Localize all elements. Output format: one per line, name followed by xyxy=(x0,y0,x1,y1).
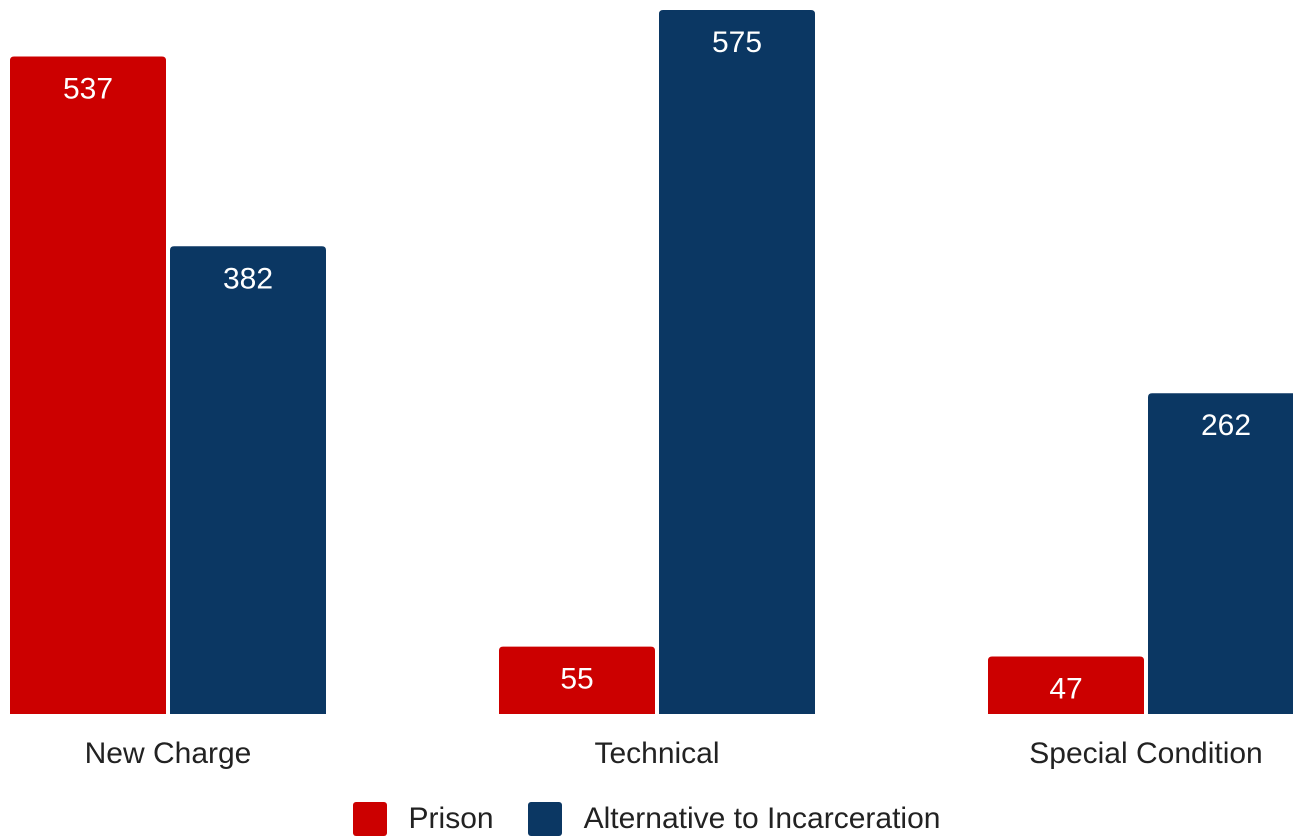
category-label-technical: Technical xyxy=(594,737,719,770)
bar-technical-prison[interactable] xyxy=(499,646,655,714)
legend-swatch-alternative xyxy=(527,802,562,836)
legend-swatch-prison xyxy=(352,802,387,836)
bar-new-charge-alternative-to-incarceration[interactable] xyxy=(170,246,326,714)
category-label-special-condition: Special Condition xyxy=(1029,737,1262,770)
legend-label-prison: Prison xyxy=(408,802,494,835)
legend: Prison Alternative to Incarceration xyxy=(0,800,1293,838)
data-label-new-charge-alternative-to-incarceration: 382 xyxy=(223,262,273,295)
bar-special-condition-alternative-to-incarceration[interactable] xyxy=(1148,393,1293,714)
data-label-special-condition-prison: 47 xyxy=(1049,672,1082,705)
data-label-special-condition-alternative-to-incarceration: 262 xyxy=(1201,409,1251,442)
data-label-technical-prison: 55 xyxy=(560,663,593,696)
data-label-technical-alternative-to-incarceration: 575 xyxy=(712,26,762,59)
legend-item-alternative[interactable]: Alternative to Incarceration xyxy=(527,802,941,836)
legend-label-alternative: Alternative to Incarceration xyxy=(583,802,941,835)
bar-new-charge-prison[interactable] xyxy=(10,56,166,715)
category-label-new-charge: New Charge xyxy=(85,737,252,770)
bar-special-condition-prison[interactable] xyxy=(988,656,1144,714)
legend-item-prison[interactable]: Prison xyxy=(352,802,494,836)
bar-technical-alternative-to-incarceration[interactable] xyxy=(659,10,815,714)
data-label-new-charge-prison: 537 xyxy=(63,73,113,106)
